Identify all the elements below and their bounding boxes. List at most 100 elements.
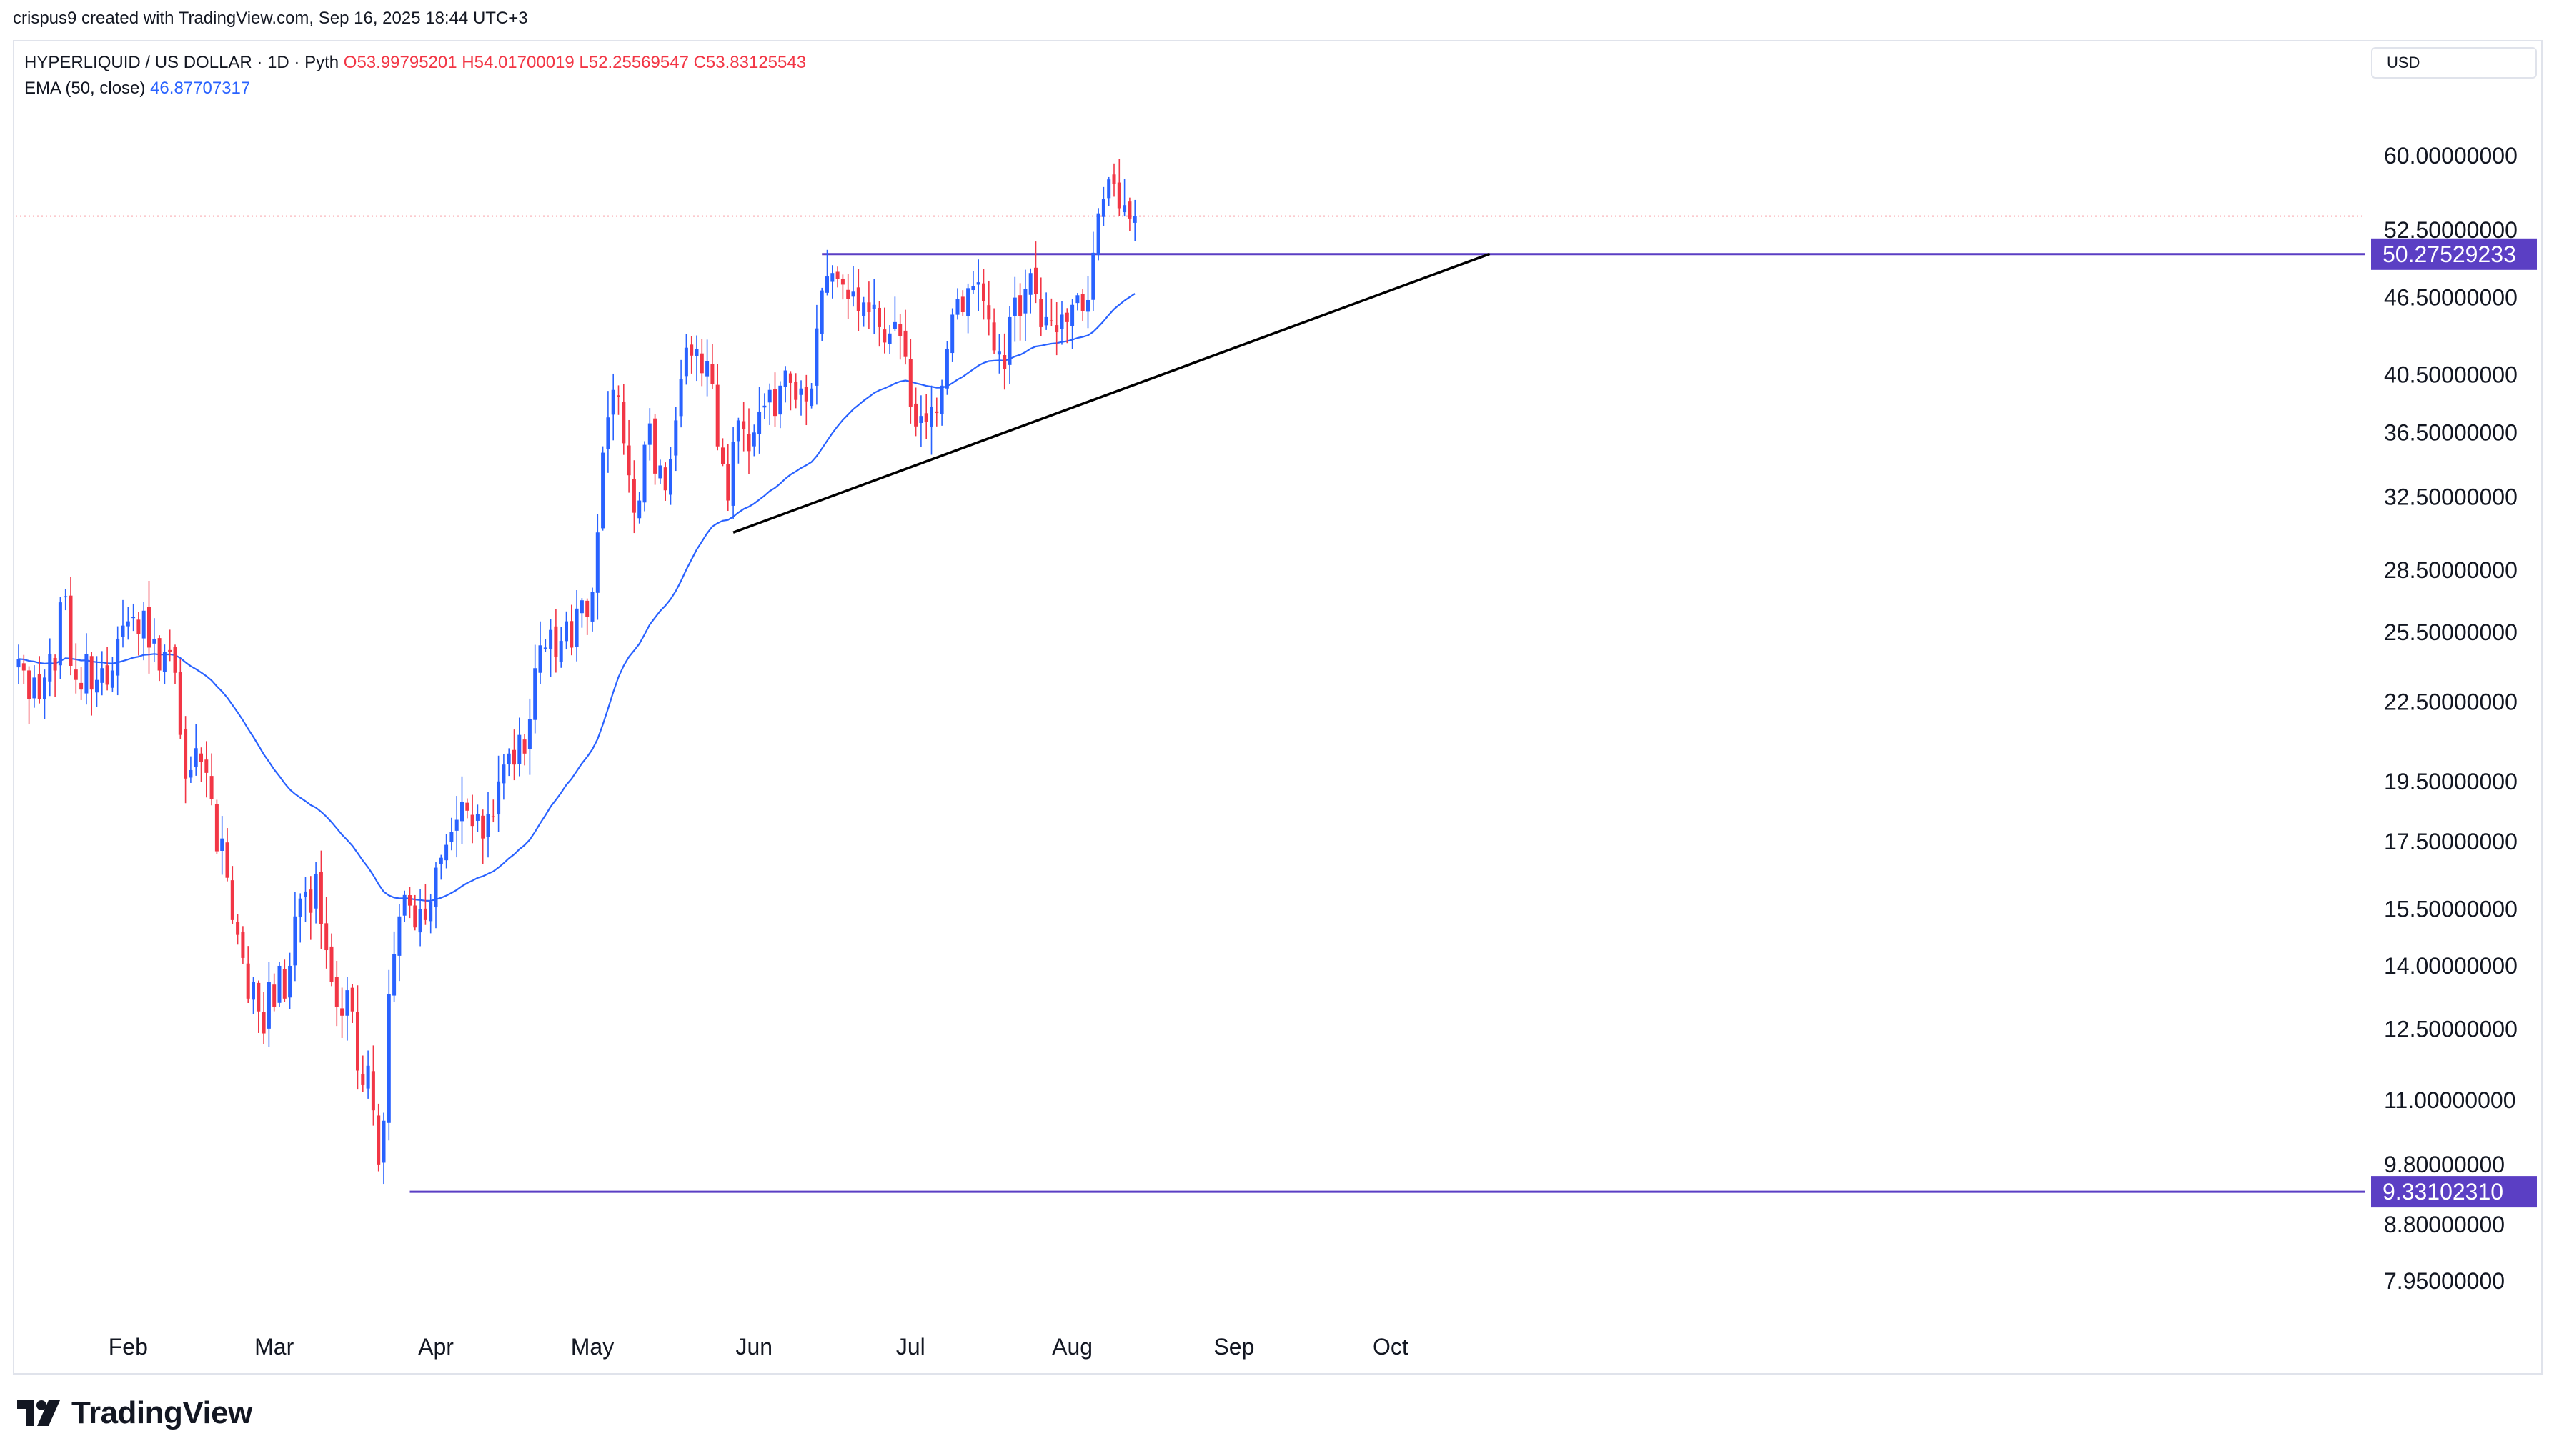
candle-body [377,1115,381,1165]
candle-body [867,302,871,313]
candle [820,287,824,341]
candle-body [527,719,532,749]
candle [976,259,980,311]
price-tick-label: 32.50000000 [2384,484,2518,510]
candle-body [37,674,41,699]
candle [684,334,688,385]
symbol-row: HYPERLIQUID / US DOLLAR · 1D · Pyth O53.… [24,50,806,76]
candle [955,288,960,320]
candle [345,977,349,1041]
candle [126,607,130,640]
candle-body [392,954,397,996]
candle-body [637,500,642,519]
currency-selector-button[interactable]: USD [2371,47,2537,79]
candle [209,753,214,806]
candle [1028,268,1033,314]
candle-body [1096,213,1100,256]
candle [585,598,590,635]
candle [867,281,871,329]
candle-body [543,647,547,649]
candle [377,1103,381,1172]
candle [783,366,787,403]
candle-body [731,442,735,506]
candle [674,407,678,472]
candle-body [162,652,167,672]
candle-body [220,838,224,852]
chart-panel[interactable] [13,40,2543,1375]
candle [736,417,740,464]
candle-body [241,932,245,958]
candle [43,669,46,719]
candle-body [272,984,277,1007]
candle-body [1128,201,1132,219]
candle-body [757,411,762,434]
price-tick-label: 40.50000000 [2384,361,2518,387]
candle-body [642,444,647,503]
candle-body [79,682,84,690]
candle-body [611,389,615,415]
price-tick-label: 46.50000000 [2384,285,2518,311]
candle [1117,159,1121,216]
candle [95,656,99,707]
candle-body [663,467,667,491]
candle-body [105,665,109,685]
candle-body [987,305,991,320]
candle-body [136,619,141,634]
candle [199,747,203,782]
candle [815,304,819,405]
candle [1091,231,1095,311]
candle-body [48,654,52,682]
candle [788,371,792,411]
candle [642,441,647,512]
candle-body [502,764,506,784]
candle-body [184,729,188,779]
candle-body [121,625,125,637]
candle [762,393,767,420]
candle [908,339,913,424]
candle-body [820,290,824,334]
candle-body [486,814,490,837]
candle-body [288,965,292,998]
price-tick-label: 9.80000000 [2384,1152,2505,1177]
candle-body [314,874,318,909]
candle-body [976,282,980,285]
candle-body [997,351,1001,355]
candle [919,395,923,447]
candle [429,894,433,934]
candle-body [601,452,605,529]
candle-body [131,617,136,619]
candle-body [95,679,99,693]
candle [475,804,480,832]
candle [356,985,359,1090]
candle-body [1003,355,1007,369]
candle-body [100,668,104,683]
candle-body [585,600,590,617]
candle [147,580,151,674]
candle [69,577,73,676]
candle-body [64,596,68,598]
candle [491,799,495,823]
candle [334,960,339,1027]
candle [1013,276,1017,342]
candle [439,854,443,880]
candle-body [898,324,903,336]
candle [486,792,490,858]
candle [272,973,277,1012]
candle [141,602,146,661]
candle [168,629,172,662]
candle-body [1023,289,1028,314]
candle [914,387,918,437]
tradingview-logo[interactable]: TradingView [16,1393,252,1433]
candle [522,734,527,766]
price-levels-layer [16,215,2365,1193]
candle-body [423,908,427,920]
candle-body [903,330,908,357]
candle-body [565,621,568,642]
candle [100,651,104,696]
candle [110,657,114,693]
candle [267,962,271,1047]
candle-body [293,916,297,966]
candle [825,249,829,296]
candle-body [1133,216,1137,223]
